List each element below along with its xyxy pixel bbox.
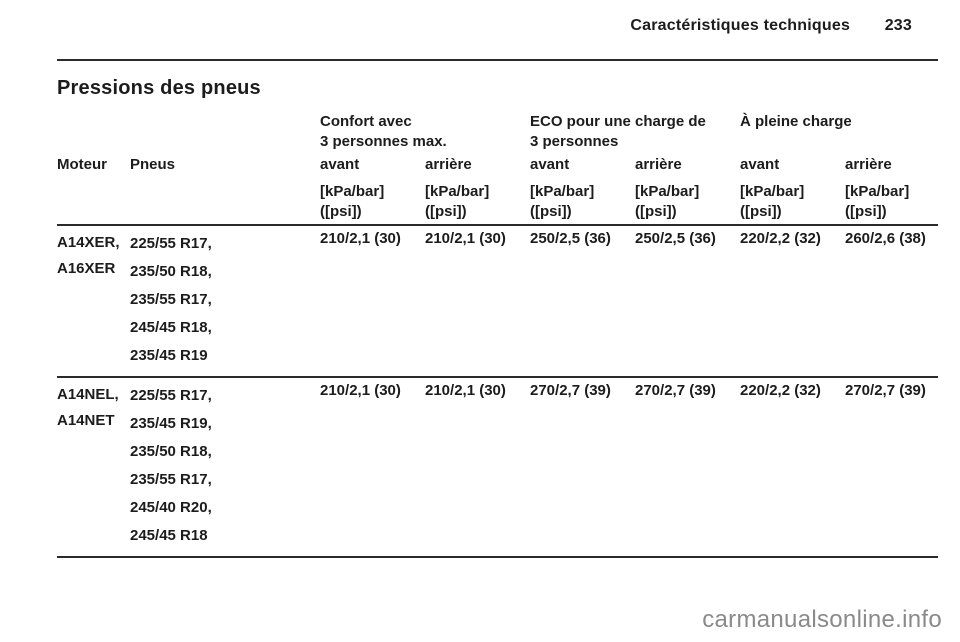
pressure-value: 250/2,5 (36): [530, 230, 611, 247]
pressure-value: 270/2,7 (39): [530, 382, 611, 399]
page-header: Caractéristiques techniques 233: [57, 17, 938, 43]
engine-cell: A14NEL, A14NET: [57, 386, 119, 429]
pressure-value: 220/2,2 (32): [740, 230, 821, 247]
units-cell: [kPa/bar] ([psi]): [320, 183, 385, 220]
col-header-arriere: arrière: [635, 156, 682, 173]
pressure-value: 220/2,2 (32): [740, 382, 821, 399]
col-header-avant: avant: [530, 156, 570, 173]
tires-cell: 225/55 R17, 235/50 R18, 235/55 R17, 245/…: [130, 235, 212, 364]
pressure-value: 210/2,1 (30): [425, 230, 506, 247]
units-cell: [kPa/bar] ([psi]): [635, 183, 700, 220]
tires-cell: 225/55 R17, 235/45 R19, 235/50 R18, 235/…: [130, 387, 212, 544]
col-header-avant: avant: [740, 156, 780, 173]
units-cell: [kPa/bar] ([psi]): [425, 183, 490, 220]
page-content: Caractéristiques techniques 233 Pression…: [57, 0, 938, 558]
table-row: A14XER, A16XER 225/55 R17, 235/50 R18, 2…: [57, 224, 938, 376]
units-cell: [kPa/bar] ([psi]): [740, 183, 805, 220]
section-title: Pressions des pneus: [57, 77, 261, 99]
pressure-value: 260/2,6 (38): [845, 230, 926, 247]
table-column-header-row: Moteur Pneus avant arrière avant arrière…: [57, 156, 938, 182]
col-header-moteur: Moteur: [57, 156, 107, 173]
group-header-full-load: À pleine charge: [740, 113, 852, 130]
table-units-row: [kPa/bar] ([psi]) [kPa/bar] ([psi]) [kPa…: [57, 182, 938, 224]
watermark: carmanualsonline.info: [702, 606, 942, 633]
units-cell: [kPa/bar] ([psi]): [845, 183, 910, 220]
units-spacer: [57, 182, 320, 224]
group-header-eco: ECO pour une charge de 3 personnes: [530, 113, 706, 150]
table-group-header-row: Confort avec 3 personnes max. ECO pour u…: [57, 112, 938, 156]
table-bottom-rule: [57, 556, 938, 558]
pressure-value: 210/2,1 (30): [320, 382, 401, 399]
pressure-value: 270/2,7 (39): [635, 382, 716, 399]
page-number: 233: [884, 17, 912, 34]
pressure-value: 270/2,7 (39): [845, 382, 926, 399]
col-header-avant: avant: [320, 156, 360, 173]
pressure-value: 210/2,1 (30): [425, 382, 506, 399]
col-header-arriere: arrière: [845, 156, 892, 173]
col-header-pneus: Pneus: [130, 156, 176, 173]
group-header-comfort: Confort avec 3 personnes max.: [320, 113, 447, 150]
units-cell: [kPa/bar] ([psi]): [530, 183, 595, 220]
engine-cell: A14XER, A16XER: [57, 234, 120, 277]
group-header-spacer: [57, 112, 320, 156]
pressure-value: 210/2,1 (30): [320, 230, 401, 247]
header-rule: [57, 59, 938, 61]
pressure-value: 250/2,5 (36): [635, 230, 716, 247]
header-title: Caractéristiques techniques: [630, 17, 851, 34]
tire-pressure-table: Confort avec 3 personnes max. ECO pour u…: [57, 112, 938, 558]
col-header-arriere: arrière: [425, 156, 472, 173]
table-row: A14NEL, A14NET 225/55 R17, 235/45 R19, 2…: [57, 376, 938, 556]
